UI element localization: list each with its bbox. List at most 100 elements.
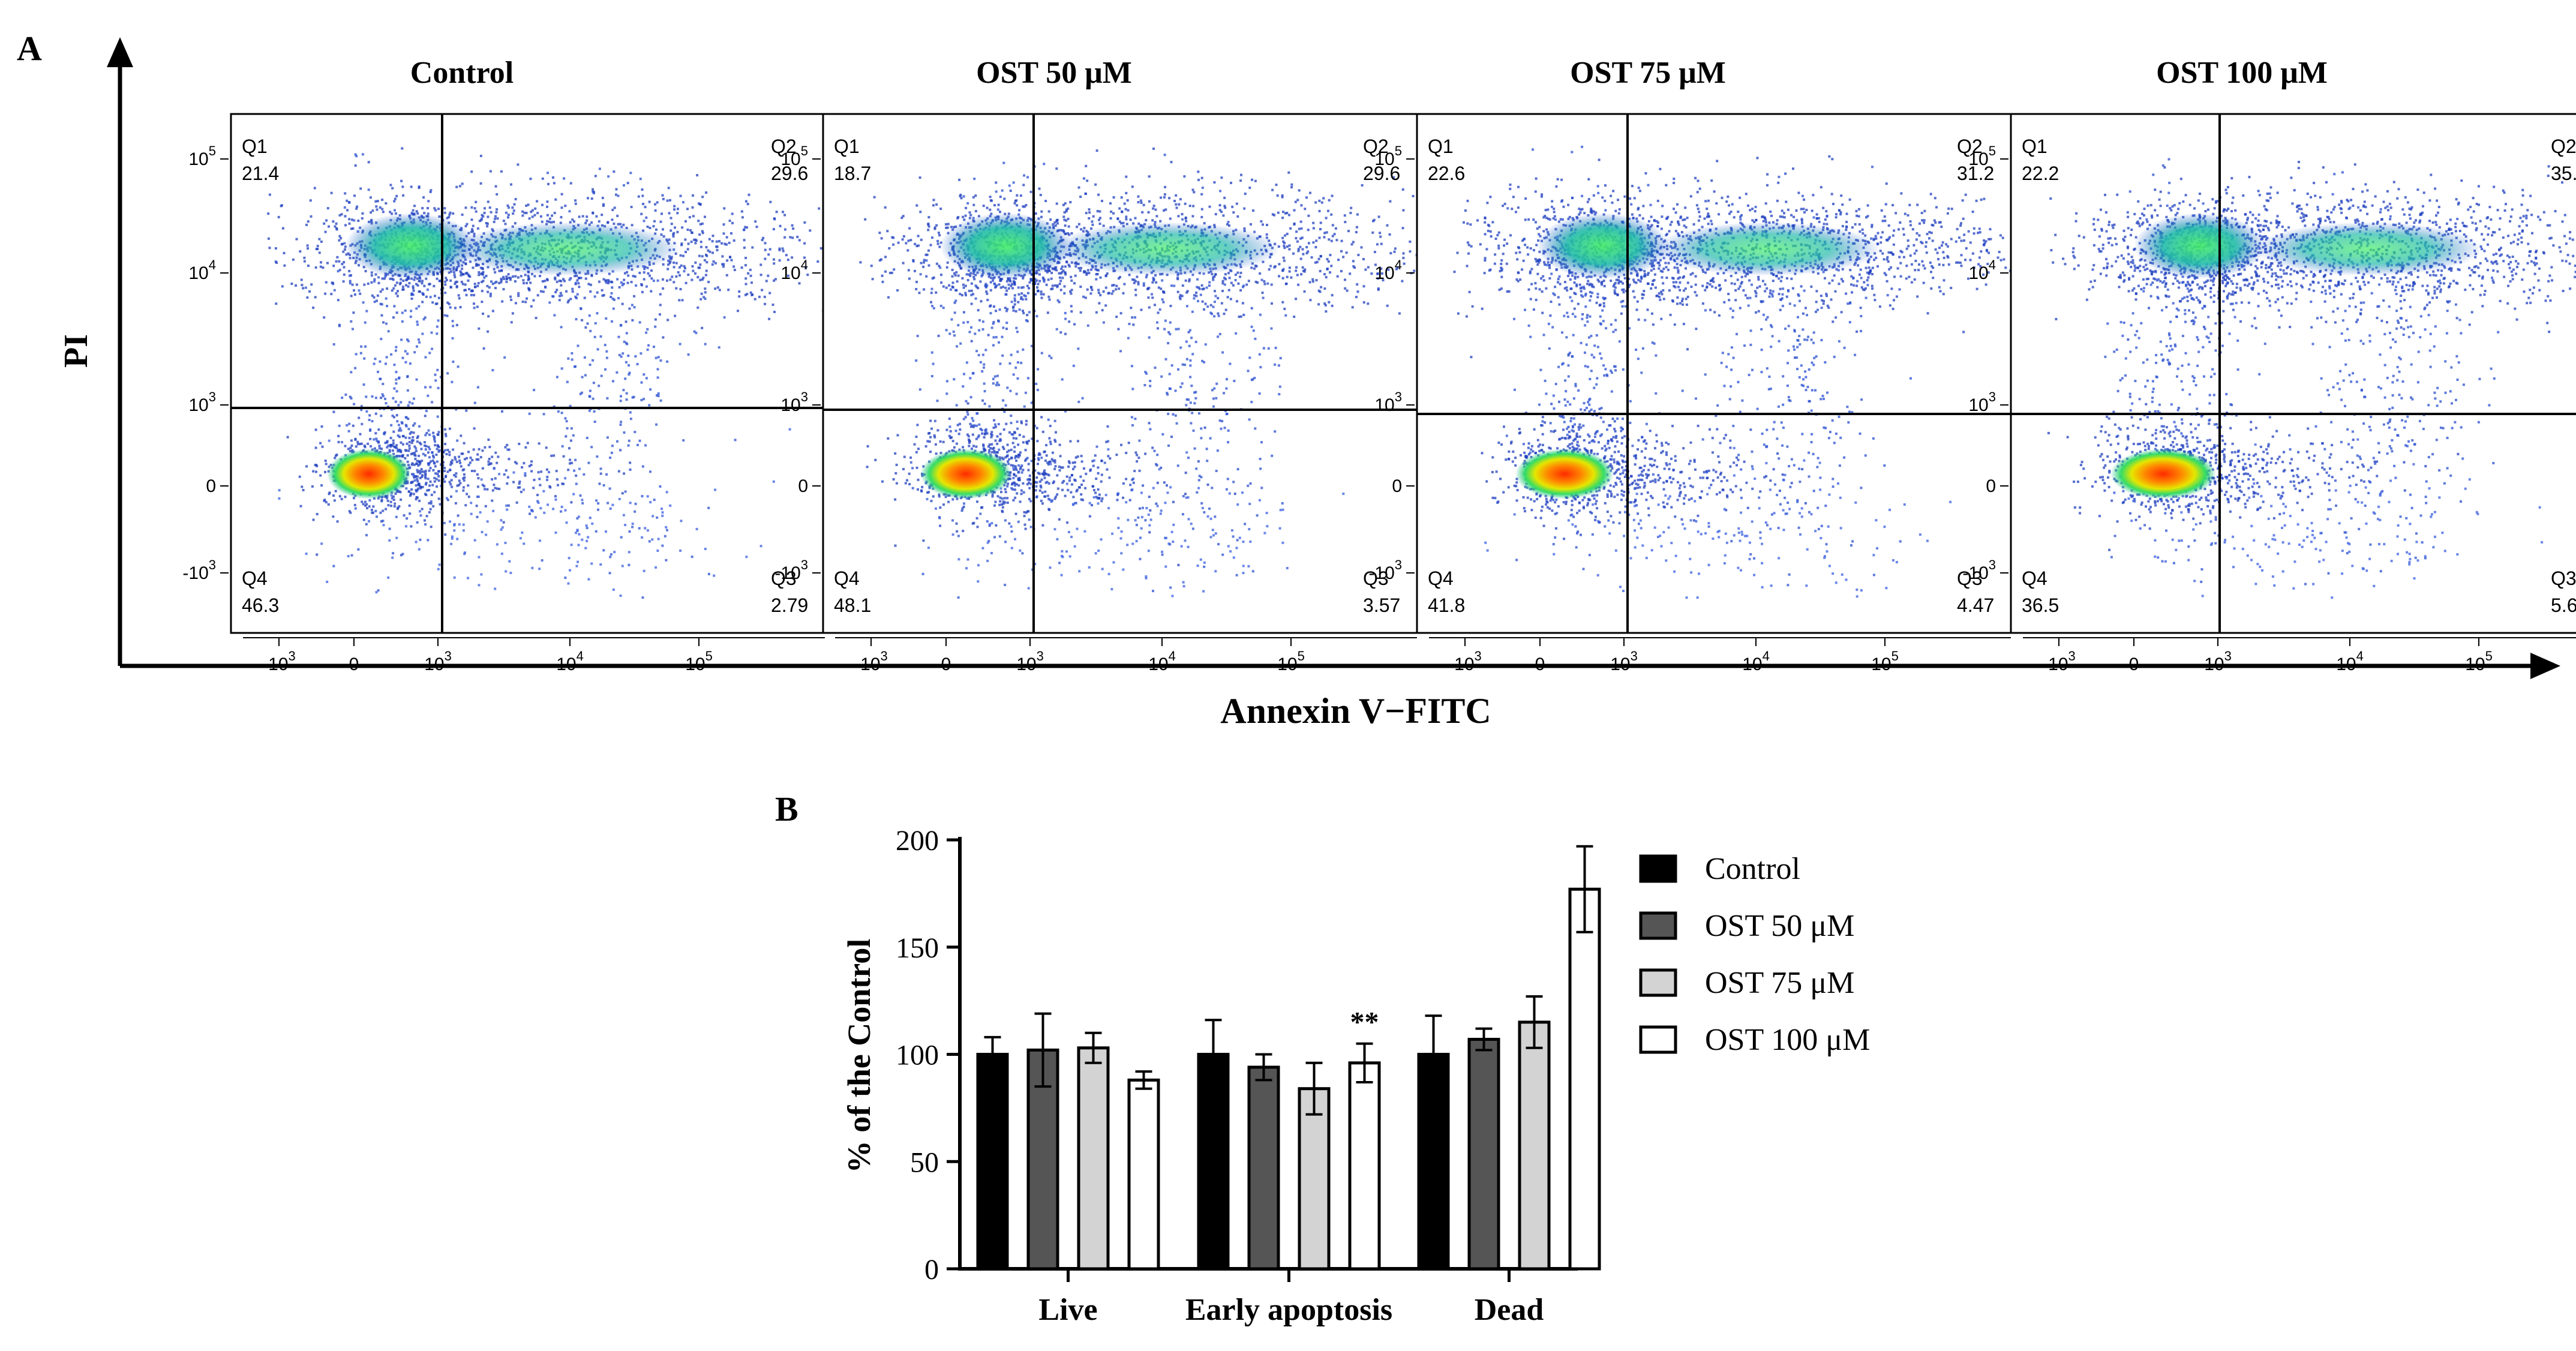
flow-dot: [1140, 202, 1143, 205]
flow-dot: [878, 232, 881, 235]
flow-dot: [669, 260, 672, 263]
flow-dot: [455, 472, 458, 475]
flow-dot: [1055, 167, 1058, 170]
flow-dot: [682, 254, 684, 257]
flow-dot: [907, 239, 910, 242]
flow-dot: [566, 301, 569, 304]
flow-dot: [611, 445, 614, 448]
flow-dot: [489, 170, 492, 173]
flow-dot: [425, 295, 428, 298]
flow-dot: [643, 220, 645, 223]
flow-dot: [1130, 307, 1133, 310]
flow-dot: [341, 397, 344, 400]
flow-dot: [462, 523, 465, 526]
flow-dot: [561, 482, 564, 485]
flow-dot: [716, 248, 719, 251]
flow-dot: [927, 264, 930, 267]
flow-dot: [580, 277, 583, 280]
flow-dot: [361, 217, 364, 220]
flow-dot: [425, 482, 428, 485]
flow-dot: [705, 246, 708, 249]
flow-dot: [711, 263, 714, 266]
flow-dot: [662, 228, 664, 231]
flow-dot: [969, 274, 972, 277]
flow-dot: [679, 194, 682, 197]
flow-dot: [1192, 205, 1195, 208]
flow-dot: [1239, 289, 1242, 292]
flow-dot: [753, 298, 756, 301]
flow-dot: [488, 458, 491, 460]
flow-dot: [506, 448, 509, 451]
flow-dot: [1402, 209, 1405, 212]
flow-dot: [371, 395, 374, 398]
flow-dot: [634, 431, 637, 434]
flow-dot: [605, 473, 608, 476]
flow-dot: [446, 499, 449, 502]
flow-dot: [1392, 176, 1395, 179]
flow-dot: [1017, 301, 1020, 304]
flow-dot: [526, 281, 528, 284]
flow-dot: [587, 536, 590, 539]
flow-dot: [428, 352, 431, 355]
flow-dot: [617, 194, 620, 197]
flow-dot: [490, 280, 493, 283]
flow-dot: [1098, 218, 1100, 221]
flow-dot: [402, 288, 405, 291]
flow-dot: [397, 448, 400, 451]
flow-dot: [577, 560, 580, 563]
flow-dot: [453, 274, 456, 277]
flow-dot: [619, 595, 622, 597]
flow-dot: [625, 332, 628, 335]
flow-dot: [939, 208, 942, 210]
flow-dot: [571, 461, 574, 464]
flow-dot: [1128, 274, 1131, 277]
flow-dot: [587, 283, 590, 286]
flow-dot: [356, 443, 359, 446]
flow-dot: [536, 200, 539, 203]
flow-dot: [680, 520, 683, 523]
flow-dot: [695, 239, 698, 242]
flow-dot: [750, 281, 753, 284]
flow-dot: [1340, 250, 1343, 253]
flow-dot: [1380, 267, 1383, 270]
flow-dot: [1122, 221, 1125, 224]
flow-dot: [1118, 277, 1120, 280]
flow-dot: [646, 495, 649, 498]
flow-dot: [1330, 213, 1333, 216]
flow-dot: [914, 242, 917, 245]
flow-dot: [555, 470, 558, 473]
flow-dot: [362, 503, 365, 506]
flow-dot: [640, 283, 643, 286]
flow-dot: [725, 243, 728, 246]
flow-dot: [711, 251, 714, 254]
flow-dot: [314, 266, 317, 269]
flow-dot: [1080, 266, 1083, 269]
flow-dot: [744, 283, 747, 286]
flow-dot: [564, 509, 567, 512]
flow-dot: [344, 224, 347, 227]
flow-dot: [694, 261, 697, 264]
flow-dot: [354, 507, 357, 510]
flow-dot: [1377, 277, 1379, 280]
flow-dot: [528, 289, 531, 292]
flow-dot: [475, 210, 478, 213]
flow-dot: [942, 285, 945, 288]
flow-dot: [1256, 281, 1259, 284]
flow-dot: [628, 551, 631, 554]
flow-dot: [502, 288, 505, 291]
flow-dot: [519, 537, 522, 540]
flow-dot: [1344, 221, 1347, 224]
flow-dot: [467, 279, 470, 282]
flow-dot: [470, 170, 473, 173]
flow-dot: [391, 187, 394, 190]
flow-dot: [444, 533, 447, 536]
flow-dot: [349, 282, 352, 285]
flow-dot: [715, 240, 718, 243]
flow-dot: [960, 294, 963, 296]
flow-dot: [1290, 186, 1293, 189]
flow-dot: [459, 482, 462, 485]
flow-dot: [449, 286, 452, 289]
flow-dot: [764, 257, 767, 260]
flow-dot: [400, 429, 403, 432]
flow-dot: [704, 274, 707, 277]
